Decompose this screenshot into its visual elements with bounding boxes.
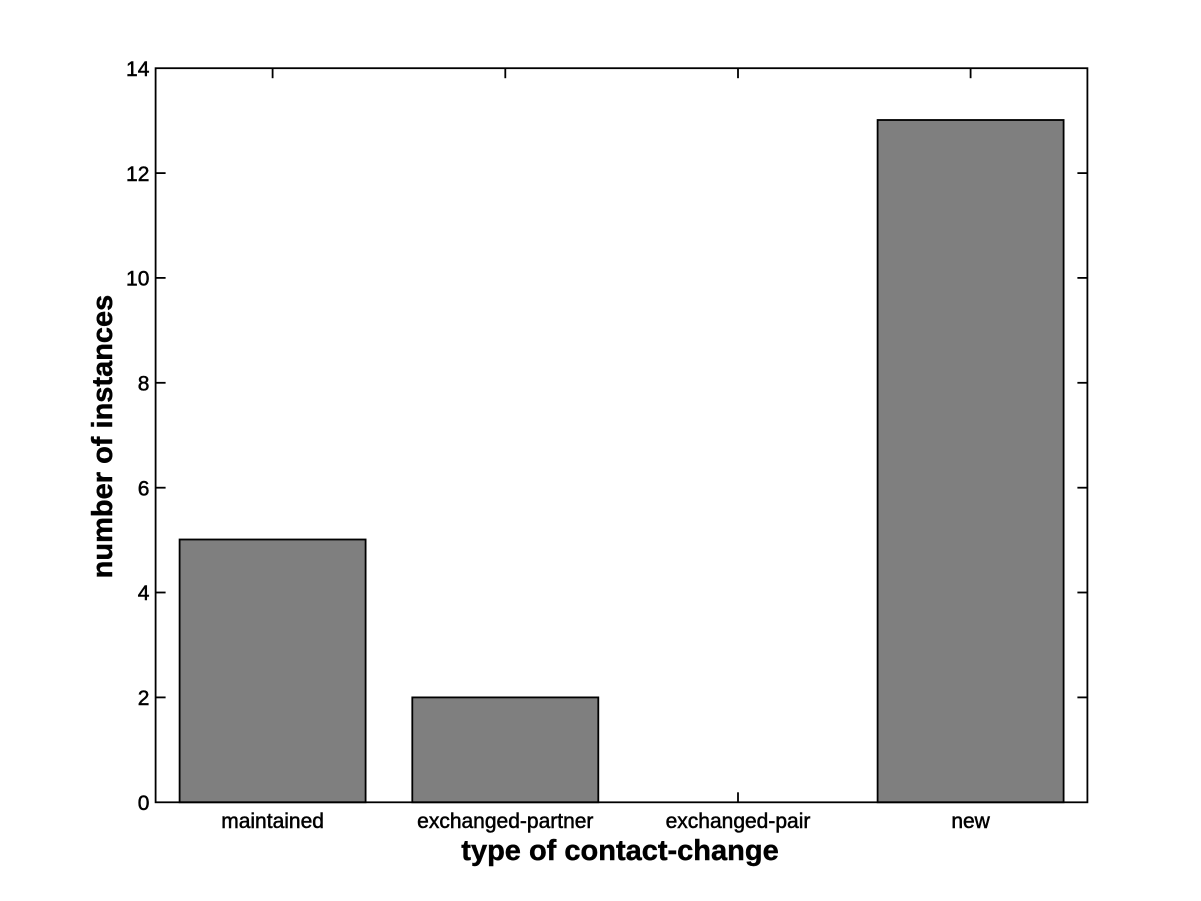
svg-text:exchanged-pair: exchanged-pair xyxy=(666,810,811,833)
svg-text:new: new xyxy=(951,810,990,833)
svg-text:8: 8 xyxy=(138,373,150,396)
svg-text:0: 0 xyxy=(138,792,150,815)
svg-text:14: 14 xyxy=(126,58,150,81)
svg-text:6: 6 xyxy=(138,477,150,500)
svg-text:10: 10 xyxy=(126,268,149,291)
svg-text:number of instances: number of instances xyxy=(87,295,119,579)
svg-text:4: 4 xyxy=(138,582,150,605)
svg-text:2: 2 xyxy=(138,687,150,710)
svg-text:maintained: maintained xyxy=(221,810,324,833)
svg-text:12: 12 xyxy=(126,163,149,186)
svg-text:exchanged-partner: exchanged-partner xyxy=(417,810,593,833)
svg-text:type of contact-change: type of contact-change xyxy=(461,835,778,867)
